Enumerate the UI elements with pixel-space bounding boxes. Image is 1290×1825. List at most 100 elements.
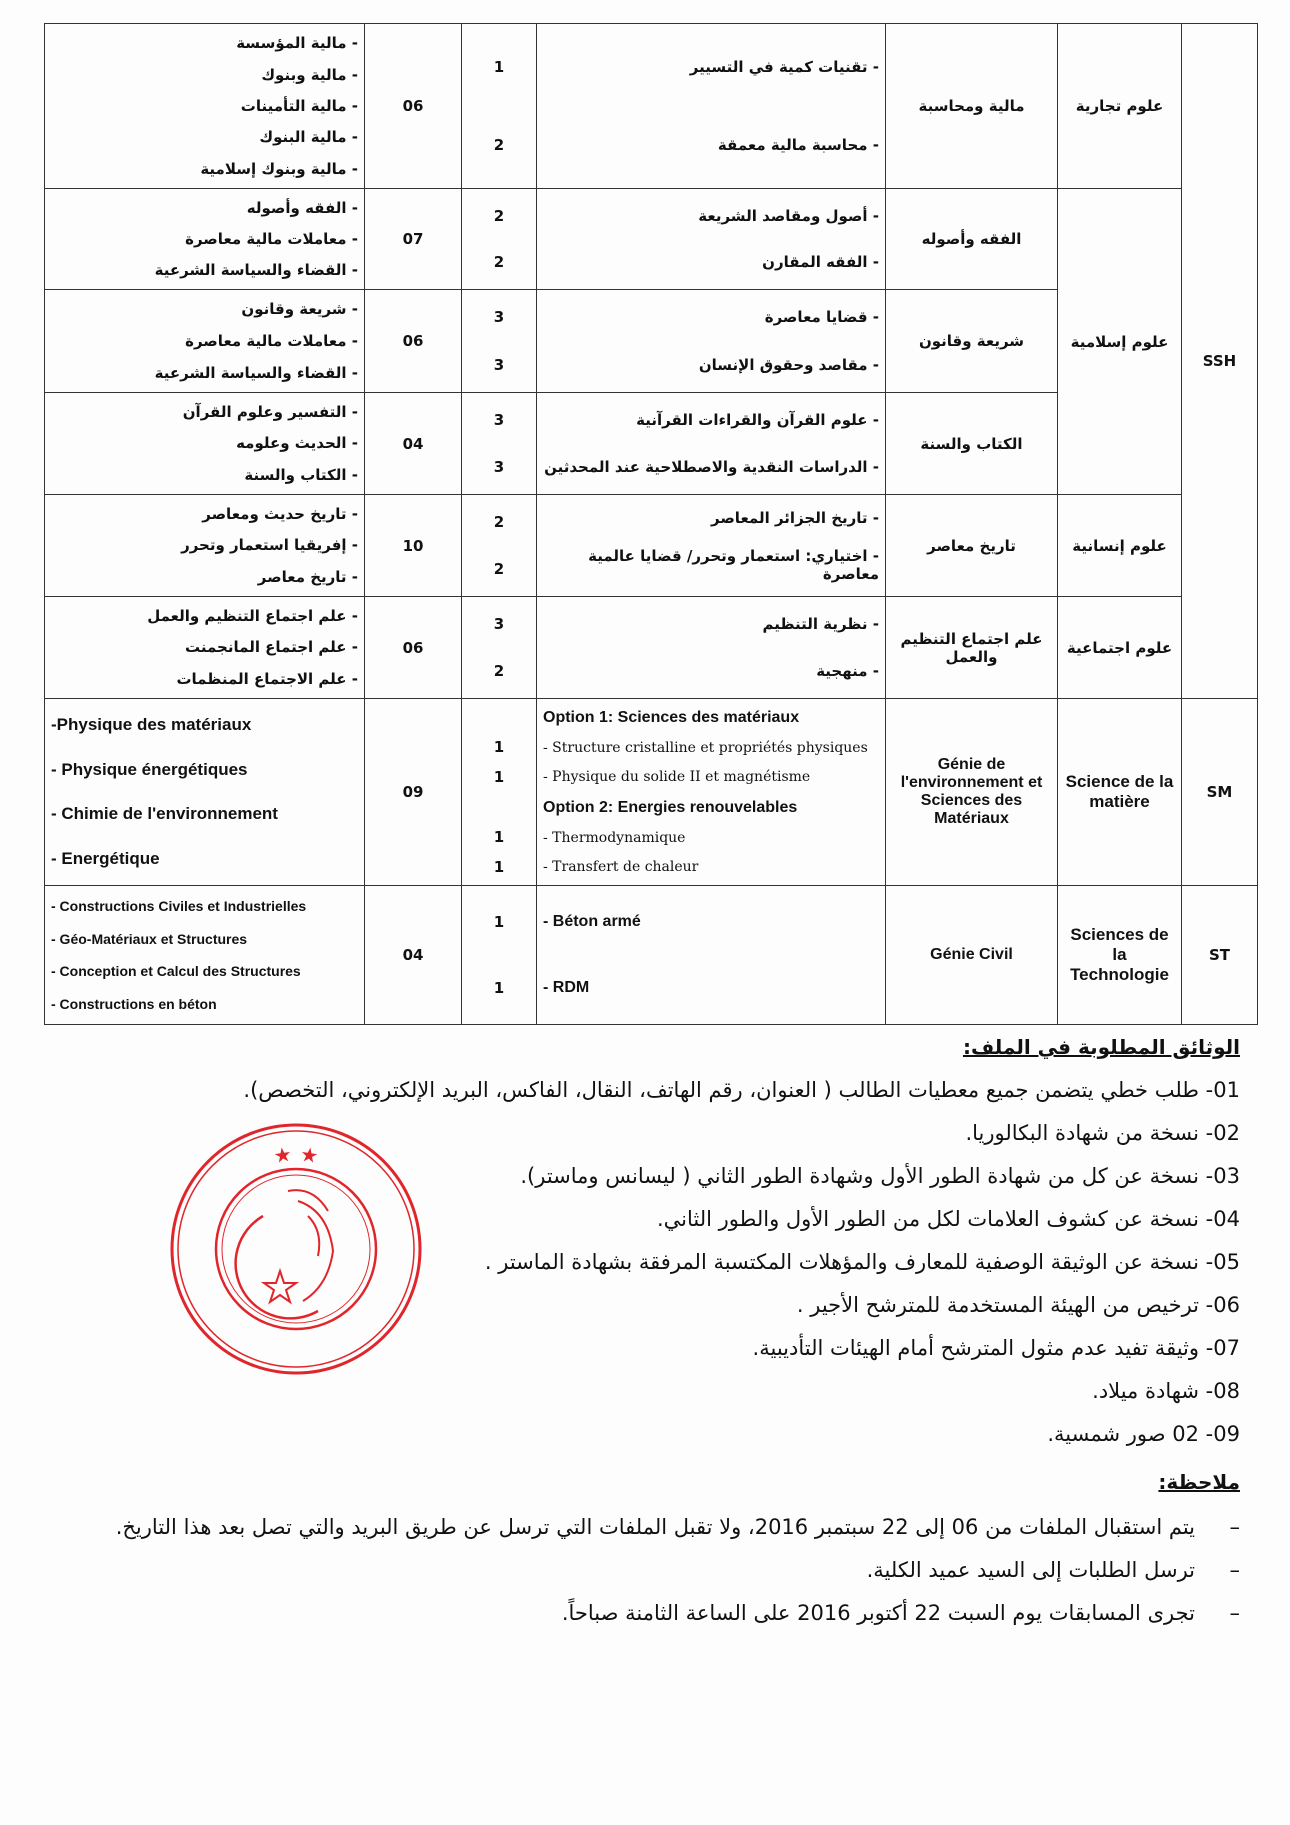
coefficient: 3 (493, 458, 505, 476)
subject-item: - مقاصد وحقوق الإنسان (698, 355, 879, 374)
note-item: – ترسل الطلبات إلى السيد عميد الكلية. (40, 1549, 1240, 1592)
field-cell: Sciences de la Technologie (1057, 885, 1182, 1025)
coefficient: 1 (493, 978, 505, 997)
coefficient: 1 (493, 57, 505, 76)
university-stamp: ★ ★ (170, 1123, 422, 1375)
licence-item: - مالية المؤسسة (236, 34, 358, 53)
licence-item: - علم اجتماع التنظيم والعمل (147, 607, 358, 626)
licence-item: - مالية البنوك (259, 128, 358, 147)
bullet-dash: – (1229, 1558, 1241, 1582)
subjects-list: - قضايا معاصرة - مقاصد وحقوق الإنسان (543, 294, 879, 389)
coefficient (468, 708, 530, 726)
specialty-cell: شريعة وقانون (885, 289, 1058, 393)
licence-item: - القضاء والسياسة الشرعية (154, 261, 358, 279)
subject-item: - قضايا معاصرة (764, 308, 879, 327)
subject-item: - الدراسات النقدية والاصطلاحية عند المحد… (544, 458, 879, 476)
licences-cell: - علم اجتماع التنظيم والعمل - علم اجتماع … (44, 596, 365, 699)
subjects-cell: - تاريخ الجزائر المعاصر - اختياري: استعما… (536, 494, 886, 597)
specialty-cell: تاريخ معاصر (885, 494, 1058, 597)
subject-item: - الفقه المقارن (762, 253, 879, 272)
licence-item: - Physique énergétiques (51, 759, 248, 779)
field-cell: علوم اجتماعية (1057, 596, 1182, 699)
licence-item: - معاملات مالية معاصرة (185, 331, 358, 350)
field-cell: علوم إسلامية (1057, 188, 1182, 495)
subjects-cell: - تقنيات كمية في التسيير - محاسبة مالية م… (536, 23, 886, 189)
licences-list: - شريعة وقانون - معاملات مالية معاصرة - ال… (51, 294, 358, 389)
licence-item: - التفسير وعلوم القرآن (182, 403, 358, 422)
subjects-list: Option 1: Sciences des matériaux - Struct… (543, 703, 879, 882)
subject-item: - محاسبة مالية معمقة (717, 136, 879, 155)
required-documents: الوثائق المطلوبة في الملف: 01- طلب خطي ي… (60, 1035, 1240, 1456)
table-row: علوم إنسانية تاريخ معاصر - تاريخ الجزائر ا… (44, 494, 1258, 597)
licence-item: - تاريخ حديث ومعاصر (202, 505, 358, 524)
licences-cell: - الفقه وأصوله - معاملات مالية معاصرة - ال… (44, 188, 365, 290)
coefficient: 2 (493, 513, 505, 531)
note-text: يتم استقبال الملفات من 06 إلى 22 سبتمبر … (115, 1515, 1195, 1539)
document-item: 07- وثيقة تفيد عدم مثول المترشح أمام اله… (752, 1336, 1240, 1360)
note-text: تجرى المسابقات يوم السبت 22 أكتوبر 2016 … (561, 1601, 1195, 1625)
subjects-cell: - أصول ومقاصد الشريعة - الفقه المقارن (536, 188, 886, 290)
field-cell: Science de la matière (1057, 698, 1182, 886)
licences-list: -Physique des matériaux - Physique énergé… (51, 703, 358, 882)
specialty-cell: علم اجتماع التنظيم والعمل (885, 596, 1058, 699)
subjects-list: - أصول ومقاصد الشريعة - الفقه المقارن (543, 193, 879, 286)
subjects-list: - تقنيات كمية في التسيير - محاسبة مالية م… (543, 28, 879, 185)
table-row: علوم إسلامية الفقه وأصوله - أصول ومقاصد ال… (44, 188, 1258, 495)
licence-item: - مالية التأمينات (240, 96, 358, 115)
coefficient: 2 (493, 662, 505, 680)
table-row: ST Sciences de la Technologie Génie Civil -… (44, 885, 1258, 1025)
licence-item: - تاريخ معاصر (257, 567, 358, 586)
licence-item: - Energétique (51, 849, 160, 869)
document-item: 08- شهادة ميلاد. (1092, 1379, 1240, 1403)
table-row: شريعة وقانون - قضايا معاصرة - مقاصد وحقوق … (44, 289, 1258, 393)
places-cell: 06 (364, 289, 462, 393)
subject-item: - Transfert de chaleur (543, 858, 699, 875)
domain-code-cell: ST (1181, 885, 1258, 1025)
coefficient: 2 (493, 253, 505, 272)
subject-item: - تاريخ الجزائر المعاصر (710, 508, 879, 527)
licence-item: - إفريقيا استعمار وتحرر (181, 536, 358, 555)
bullet-dash: – (1229, 1601, 1241, 1625)
subjects-cell: - علوم القرآن والقراءات القرآنية - الدراس… (536, 392, 886, 495)
subject-item: - Structure cristalline et propriétés ph… (543, 740, 868, 757)
table-row: علوم اجتماعية علم اجتماع التنظيم والعمل - … (44, 596, 1258, 699)
option-heading: Option 2: Energies renouvelables (543, 798, 798, 816)
coefficient: 2 (493, 206, 505, 225)
document-item: 02- نسخة من شهادة البكالوريا. (965, 1121, 1240, 1145)
licence-item: -Physique des matériaux (51, 714, 252, 734)
coefficient: 1 (493, 857, 505, 876)
places-cell: 06 (364, 596, 462, 699)
coefficient: 1 (493, 768, 505, 787)
bullet-dash: – (1229, 1515, 1241, 1539)
subject-item: - Physique du solide II et magnétisme (543, 769, 811, 786)
document-item: 03- نسخة عن كل من شهادة الطور الأول وشها… (520, 1164, 1240, 1188)
subject-item: - منهجية (816, 662, 879, 680)
licences-cell: -Physique des matériaux - Physique énergé… (44, 698, 365, 886)
licences-cell: - التفسير وعلوم القرآن - الحديث وعلومه - ا… (44, 392, 365, 495)
places-cell: 04 (364, 885, 462, 1025)
option-heading: Option 1: Sciences des matériaux (543, 709, 800, 727)
licences-cell: - شريعة وقانون - معاملات مالية معاصرة - ال… (44, 289, 365, 393)
note-item: – تجرى المسابقات يوم السبت 22 أكتوبر 2016… (40, 1592, 1240, 1635)
subject-item: - تقنيات كمية في التسيير (689, 57, 879, 76)
document-item: 09- 02 صور شمسية. (1047, 1422, 1240, 1446)
licences-cell: - تاريخ حديث ومعاصر - إفريقيا استعمار وتح… (44, 494, 365, 597)
places-cell: 06 (364, 23, 462, 189)
places-cell: 07 (364, 188, 462, 290)
subject-item: - اختياري: استعمار وتحرر/ قضايا عالمية م… (588, 546, 879, 583)
licence-item: - Chimie de l'environnement (51, 804, 278, 824)
subjects-cell: - قضايا معاصرة - مقاصد وحقوق الإنسان (536, 289, 886, 393)
places-cell: 10 (364, 494, 462, 597)
licence-item: - Conception et Calcul des Structures (51, 963, 301, 980)
licence-item: - علم اجتماع المانجمنت (185, 638, 358, 657)
coefficient: 2 (493, 136, 505, 155)
coefficient: 1 (493, 913, 505, 932)
